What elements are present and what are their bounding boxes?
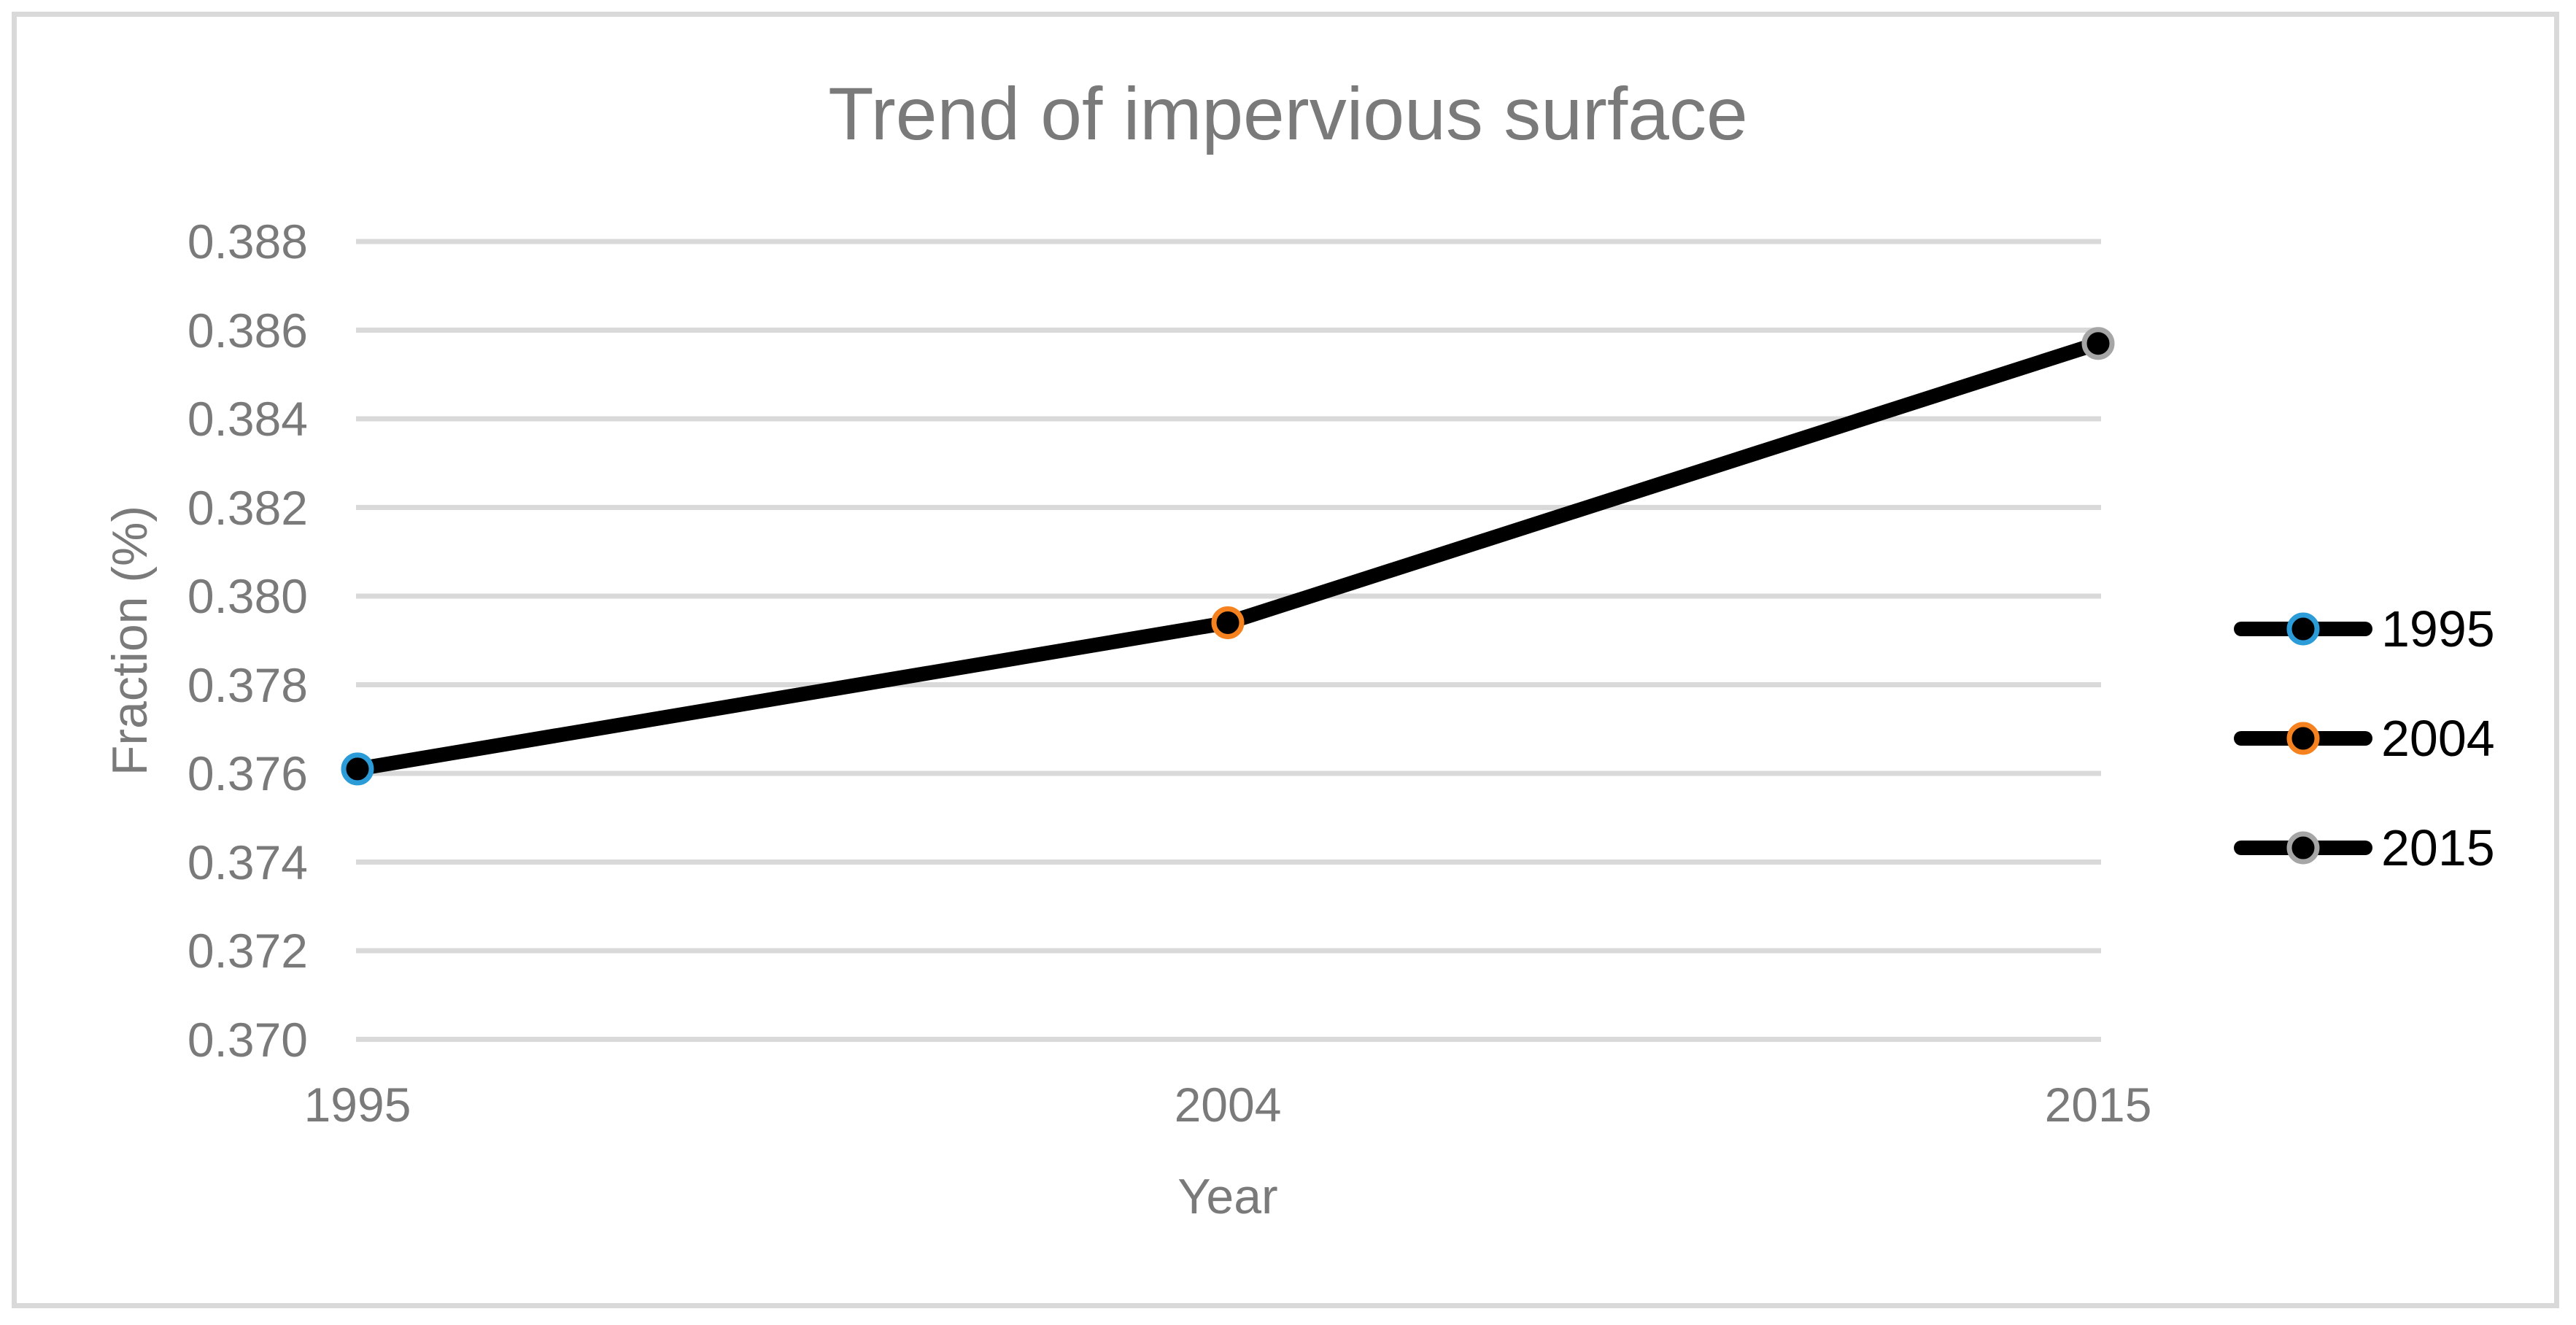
x-tick-label: 2015 [2044, 1078, 2152, 1132]
y-tick-label: 0.376 [187, 746, 308, 800]
legend-item-label: 2004 [2381, 710, 2495, 767]
y-tick-label: 0.374 [187, 835, 308, 889]
data-point-marker-2015 [2081, 327, 2115, 360]
legend-marker-1995-icon [2234, 612, 2372, 646]
legend-swatch-marker [2286, 722, 2320, 755]
legend-item-label: 2015 [2381, 819, 2495, 876]
legend-swatch-marker [2286, 831, 2320, 865]
y-tick-label: 0.382 [187, 480, 308, 535]
data-point-marker-1995 [341, 752, 374, 786]
y-tick-label: 0.378 [187, 657, 308, 712]
legend-item-1995: 1995 [2234, 596, 2495, 662]
series-line [350, 336, 2105, 776]
y-tick-label: 0.370 [187, 1012, 308, 1067]
legend-item-2004: 2004 [2234, 706, 2495, 771]
y-tick-label: 0.388 [187, 215, 308, 269]
chart-title: Trend of impervious surface [828, 72, 1748, 155]
chart-frame [12, 12, 2559, 1308]
data-point-marker-2004 [1211, 606, 1245, 639]
y-tick-label: 0.386 [187, 303, 308, 358]
legend-swatch-marker [2286, 612, 2320, 646]
y-tick-label: 0.384 [187, 392, 308, 446]
legend-item-label: 1995 [2381, 600, 2495, 657]
x-tick-label: 1995 [303, 1078, 411, 1132]
legend-marker-2004-icon [2234, 722, 2372, 755]
x-axis-title: Year [1177, 1169, 1278, 1224]
x-tick-label: 2004 [1174, 1078, 1282, 1132]
legend-item-2015: 2015 [2234, 815, 2495, 881]
y-tick-label: 0.372 [187, 924, 308, 978]
y-tick-label: 0.380 [187, 569, 308, 623]
legend-marker-2015-icon [2234, 831, 2372, 865]
